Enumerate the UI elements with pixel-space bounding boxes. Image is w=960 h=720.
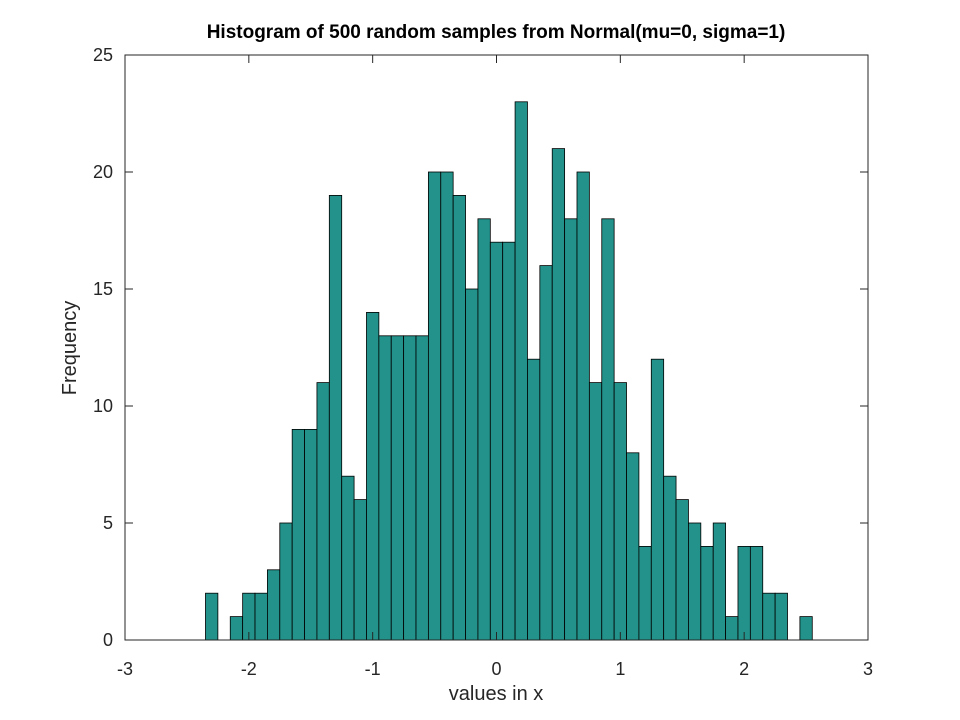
- histogram-bar: [626, 452, 640, 641]
- histogram-bar: [427, 171, 442, 641]
- histogram-bar: [613, 382, 627, 641]
- histogram-bar: [663, 475, 677, 641]
- histogram-bar: [366, 311, 380, 641]
- histogram-bar: [477, 218, 491, 641]
- histogram-bar: [762, 592, 776, 641]
- x-tick-label: -1: [365, 659, 381, 679]
- histogram-bar: [415, 335, 429, 641]
- y-tick-label: 20: [93, 162, 113, 182]
- histogram-bar: [712, 522, 726, 641]
- y-tick-label: 15: [93, 279, 113, 299]
- histogram-bar: [799, 616, 813, 641]
- histogram-bar: [527, 358, 541, 641]
- histogram-bar: [267, 569, 281, 641]
- x-axis-label: values in x: [449, 683, 544, 705]
- histogram-bar: [514, 101, 528, 641]
- histogram-bar: [403, 335, 417, 641]
- histogram-bar: [254, 592, 268, 641]
- x-tick-label: -3: [117, 659, 133, 679]
- y-tick-label: 25: [93, 45, 113, 65]
- x-tick-label: 3: [863, 659, 873, 679]
- histogram-bar: [601, 218, 615, 641]
- histogram-bar: [341, 475, 355, 641]
- histogram-bar: [205, 592, 219, 641]
- histogram-bar: [675, 499, 689, 641]
- histogram-bar: [279, 522, 293, 641]
- histogram-bar: [328, 194, 343, 641]
- histogram-bar: [452, 194, 466, 641]
- histogram-bar: [650, 358, 665, 641]
- chart-title: Histogram of 500 random samples from Nor…: [207, 22, 786, 43]
- histogram-bar: [774, 592, 788, 641]
- histogram-bar: [440, 171, 454, 641]
- y-tick-label: 0: [103, 630, 113, 650]
- histogram-bar: [465, 288, 479, 641]
- histogram-bar: [502, 241, 516, 641]
- histogram-bar: [489, 241, 504, 641]
- histogram-bar: [749, 546, 764, 641]
- x-tick-label: 0: [491, 659, 501, 679]
- histogram-bar: [725, 616, 739, 641]
- histogram-bar: [539, 265, 553, 641]
- histogram-bar: [291, 428, 305, 641]
- x-tick-label: 2: [739, 659, 749, 679]
- histogram-bar: [316, 382, 330, 641]
- y-axis-label: Frequency: [59, 301, 81, 396]
- histogram-bar: [688, 522, 702, 641]
- y-tick-label: 5: [103, 513, 113, 533]
- histogram-bar: [378, 335, 392, 641]
- histogram-bar: [229, 616, 244, 641]
- histogram-bar: [551, 148, 566, 641]
- histogram-bar: [353, 499, 367, 641]
- x-tick-label: -2: [241, 659, 257, 679]
- histogram-bar: [576, 171, 590, 641]
- histogram-bar: [638, 546, 652, 641]
- histogram-bar: [737, 546, 751, 641]
- x-tick-label: 1: [615, 659, 625, 679]
- histogram-bar: [700, 546, 714, 641]
- histogram-bar: [390, 335, 405, 641]
- plot-area: -3 -2 -1 0 1 2 3 0 5 10 15 20 25: [93, 45, 873, 679]
- axes-frame: [124, 54, 869, 641]
- y-tick-label: 10: [93, 396, 113, 416]
- histogram-bar: [588, 382, 603, 641]
- histogram-bar: [564, 218, 578, 641]
- histogram-bar: [304, 428, 318, 641]
